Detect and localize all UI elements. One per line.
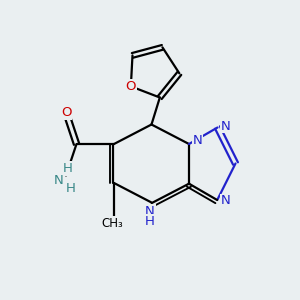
Text: O: O [61,106,71,119]
Text: N: N [193,134,202,147]
Text: CH₃: CH₃ [102,217,123,230]
Text: N: N [54,173,63,187]
Text: N: N [145,205,155,218]
Text: N: N [221,119,231,133]
Text: H: H [145,214,155,228]
Text: H: H [63,162,72,176]
Text: H: H [66,182,75,195]
Text: O: O [126,80,136,93]
Text: N: N [221,194,231,208]
